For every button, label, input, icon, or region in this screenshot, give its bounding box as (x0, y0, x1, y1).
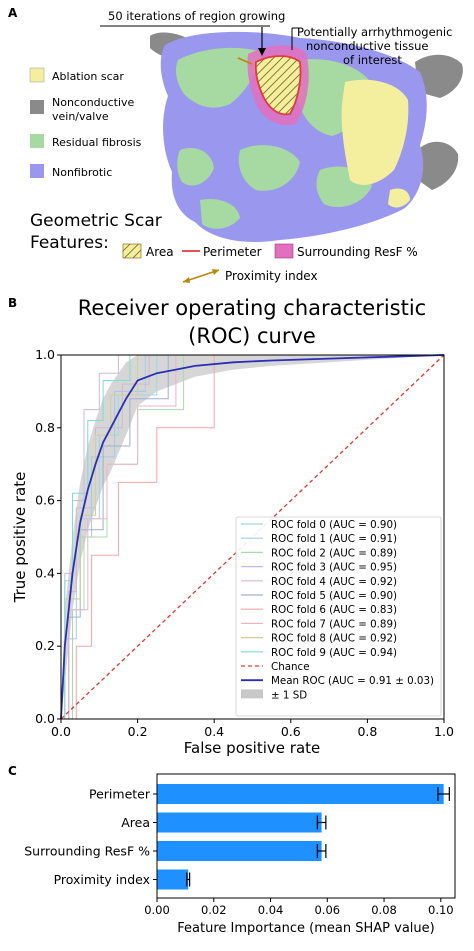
shap-bar-0 (157, 784, 444, 804)
roc-ytick-label: 0.2 (35, 638, 55, 653)
scar-area-hatched (254, 55, 302, 116)
panel-b-letter: B (8, 296, 17, 310)
proximity-arrow-small (237, 57, 253, 65)
shap-bar-1 (157, 812, 322, 833)
roc-legend-fold-9-label: ROC fold 9 (AUC = 0.94) (271, 647, 397, 659)
roc-fold-6-line (61, 354, 444, 720)
features-title-1: Geometric Scar (30, 211, 162, 231)
roc-ytick-label: 0.4 (35, 565, 55, 580)
roc-ticks: 0.0 0.2 0.4 0.6 0.8 1.0 0.0 0.2 0.4 0.6 0.8 1.0 (35, 347, 454, 739)
legend-label-nonconductive: Nonconductive (52, 96, 135, 109)
shap-plot-area: Perimeter Area Surrounding ResF % Proximity… (24, 784, 454, 917)
fibrosis-region-4 (177, 148, 214, 186)
feature-proximity-label: Proximity index (225, 269, 318, 283)
features-title-2: Features: (30, 233, 109, 253)
roc-xtick-label: 0.0 (51, 724, 71, 739)
roc-xlabel: False positive rate (184, 739, 321, 757)
ablation-scar-region-1 (341, 79, 409, 185)
roc-legend-mean-label: Mean ROC (AUC = 0.91 ± 0.03) (271, 675, 434, 687)
legend-label-nonfibrotic: Nonfibrotic (52, 166, 112, 179)
panel-b: B Receiver operating characteristic (ROC… (8, 296, 454, 757)
feature-proximity-head-1 (183, 277, 190, 283)
roc-legend-fold-1-label: ROC fold 1 (AUC = 0.91) (271, 533, 397, 545)
fibrosis-region-3 (238, 145, 300, 191)
roc-legend-sd-label: ± 1 SD (271, 689, 307, 701)
roc-legend-sd-swatch (241, 689, 263, 699)
legend-label-ablation-scar: Ablation scar (52, 70, 124, 83)
shap-xtick-label: 0.00 (144, 903, 170, 917)
roc-legend-fold-6-label: ROC fold 6 (AUC = 0.83) (271, 604, 397, 616)
fibrosis-region-6 (200, 198, 240, 229)
callout-region-growing: 50 iterations of region growing (108, 9, 285, 23)
panel-c-letter: C (8, 764, 17, 778)
roc-plot-area (60, 354, 445, 720)
roc-legend-fold-8-label: ROC fold 8 (AUC = 0.92) (271, 633, 397, 645)
roc-axes-frame (60, 354, 445, 720)
roc-ytick-label: 0.6 (35, 493, 55, 508)
callout-region-arrowhead (258, 48, 266, 56)
panel-a: A 50 iterations of region growing Potent… (8, 6, 463, 283)
vein-right-bottom (418, 141, 459, 190)
shap-ytick-label: Perimeter (89, 787, 151, 802)
callout-tissue-line-1: Potentially arrhythmogenic (297, 25, 452, 39)
ablation-scar-region-2 (388, 188, 410, 208)
roc-xtick-label: 0.2 (128, 724, 148, 739)
feature-surrounding-swatch (274, 243, 294, 259)
roc-ytick-label: 0.8 (35, 420, 55, 435)
callout-tissue-line-3: of interest (343, 53, 402, 67)
shap-xtick-label: 0.06 (314, 903, 340, 917)
feature-area-swatch (122, 243, 142, 259)
roc-xtick-label: 0.4 (204, 724, 224, 739)
shap-xlabel: Feature Importance (mean SHAP value) (177, 921, 434, 936)
shap-ytick-label: Proximity index (54, 872, 150, 887)
roc-ytick-label: 0.0 (35, 711, 55, 726)
roc-xtick-label: 0.8 (357, 724, 377, 739)
legend-swatch-ablation-scar (29, 67, 45, 83)
shap-ytick-label: Surrounding ResF % (24, 844, 150, 859)
roc-legend-chance-label: Chance (271, 661, 310, 673)
callout-tissue-line-2: nonconductive tissue (306, 39, 428, 53)
legend-label-nonconductive-2: vein/valve (52, 110, 109, 123)
fibrosis-region-1 (176, 47, 262, 108)
legend-label-residual-fibrosis: Residual fibrosis (52, 136, 142, 149)
roc-mean-line (60, 354, 445, 720)
roc-legend-fold-2-label: ROC fold 2 (AUC = 0.89) (271, 547, 397, 559)
roc-legend-fold-3-label: ROC fold 3 (AUC = 0.95) (271, 562, 397, 574)
roc-legend-fold-7-label: ROC fold 7 (AUC = 0.89) (271, 618, 397, 630)
legend-swatch-residual-fibrosis (30, 134, 44, 148)
shap-axes-frame (156, 773, 456, 899)
roc-legend-fold-4-label: ROC fold 4 (AUC = 0.92) (271, 576, 397, 588)
roc-fold-7-line (61, 354, 444, 720)
shap-xtick-label: 0.02 (201, 903, 227, 917)
shap-xtick-label: 0.04 (258, 903, 284, 917)
panel-c: C Perimeter Area Surrounding ResF % Proximi… (8, 764, 456, 936)
shap-ytick-label: Area (121, 815, 150, 830)
roc-ylabel: True positive rate (11, 472, 29, 604)
roc-title-line-1: Receiver operating characteristic (78, 296, 426, 320)
feature-perimeter-label: Perimeter (203, 245, 262, 259)
roc-legend-frame (235, 516, 442, 717)
roc-legend-fold-0-label: ROC fold 0 (AUC = 0.90) (271, 519, 397, 531)
shap-bar-2 (157, 841, 322, 861)
feature-surrounding-label: Surrounding ResF % (297, 245, 418, 259)
legend-swatch-nonfibrotic (30, 164, 44, 178)
roc-title-line-2: (ROC) curve (188, 324, 316, 348)
roc-legend: ROC fold 0 (AUC = 0.90) ROC fold 1 (AUC =… (235, 516, 442, 717)
shap-bar-3 (157, 869, 189, 890)
vein-right-top (415, 54, 463, 98)
atrium-mesh-image (150, 31, 463, 242)
roc-fold-9-line (61, 354, 444, 720)
roc-ytick-label: 1.0 (35, 347, 55, 362)
roc-xtick-label: 1.0 (434, 724, 454, 739)
feature-proximity-head-2 (212, 269, 219, 275)
tissue-legend: Ablation scar Nonconductive vein/valve R… (29, 67, 142, 179)
panel-a-letter: A (8, 6, 18, 20)
legend-swatch-nonconductive (30, 100, 44, 114)
roc-xtick-label: 0.6 (281, 724, 301, 739)
feature-area-label: Area (146, 245, 174, 259)
roc-legend-fold-5-label: ROC fold 5 (AUC = 0.90) (271, 590, 397, 602)
shap-xtick-label: 0.08 (371, 903, 397, 917)
shap-xtick-label: 0.10 (428, 903, 454, 917)
